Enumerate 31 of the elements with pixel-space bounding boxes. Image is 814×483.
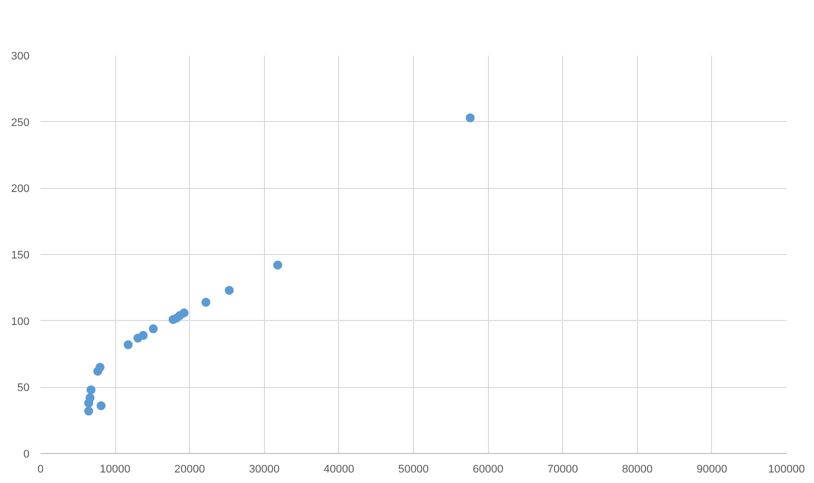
x-tick-label: 30000 xyxy=(249,464,280,476)
y-tick-label: 100 xyxy=(11,316,30,328)
point xyxy=(273,260,282,270)
x-tick-label: 70000 xyxy=(547,464,578,476)
point xyxy=(466,113,475,122)
x-tick-label: 90000 xyxy=(696,464,728,476)
point xyxy=(224,286,234,295)
y-tick-label: 200 xyxy=(11,183,30,196)
point xyxy=(148,324,158,334)
x-tick-label: 40000 xyxy=(324,464,354,476)
x-tick-label: 100000 xyxy=(768,464,805,476)
point xyxy=(86,393,95,402)
point xyxy=(138,330,148,340)
x-tick-label: 10000 xyxy=(100,464,130,476)
y-tick-label: 250 xyxy=(11,116,30,129)
point xyxy=(96,362,105,372)
x-tick-label: 20000 xyxy=(174,464,205,476)
y-tick-label: 0 xyxy=(23,448,30,460)
y-tick-label: 50 xyxy=(17,382,30,394)
point xyxy=(180,308,189,318)
point xyxy=(96,401,106,410)
x-tick-label: 50000 xyxy=(398,464,429,476)
point xyxy=(84,406,94,416)
x-tick-label: 60000 xyxy=(472,464,504,476)
point xyxy=(124,340,133,350)
point xyxy=(86,385,96,394)
y-tick-label: 150 xyxy=(11,250,30,262)
x-tick-label: 80000 xyxy=(622,464,653,476)
y-tick-label: 300 xyxy=(11,50,30,62)
x-tick-label: 0 xyxy=(37,464,44,476)
point xyxy=(201,298,210,307)
